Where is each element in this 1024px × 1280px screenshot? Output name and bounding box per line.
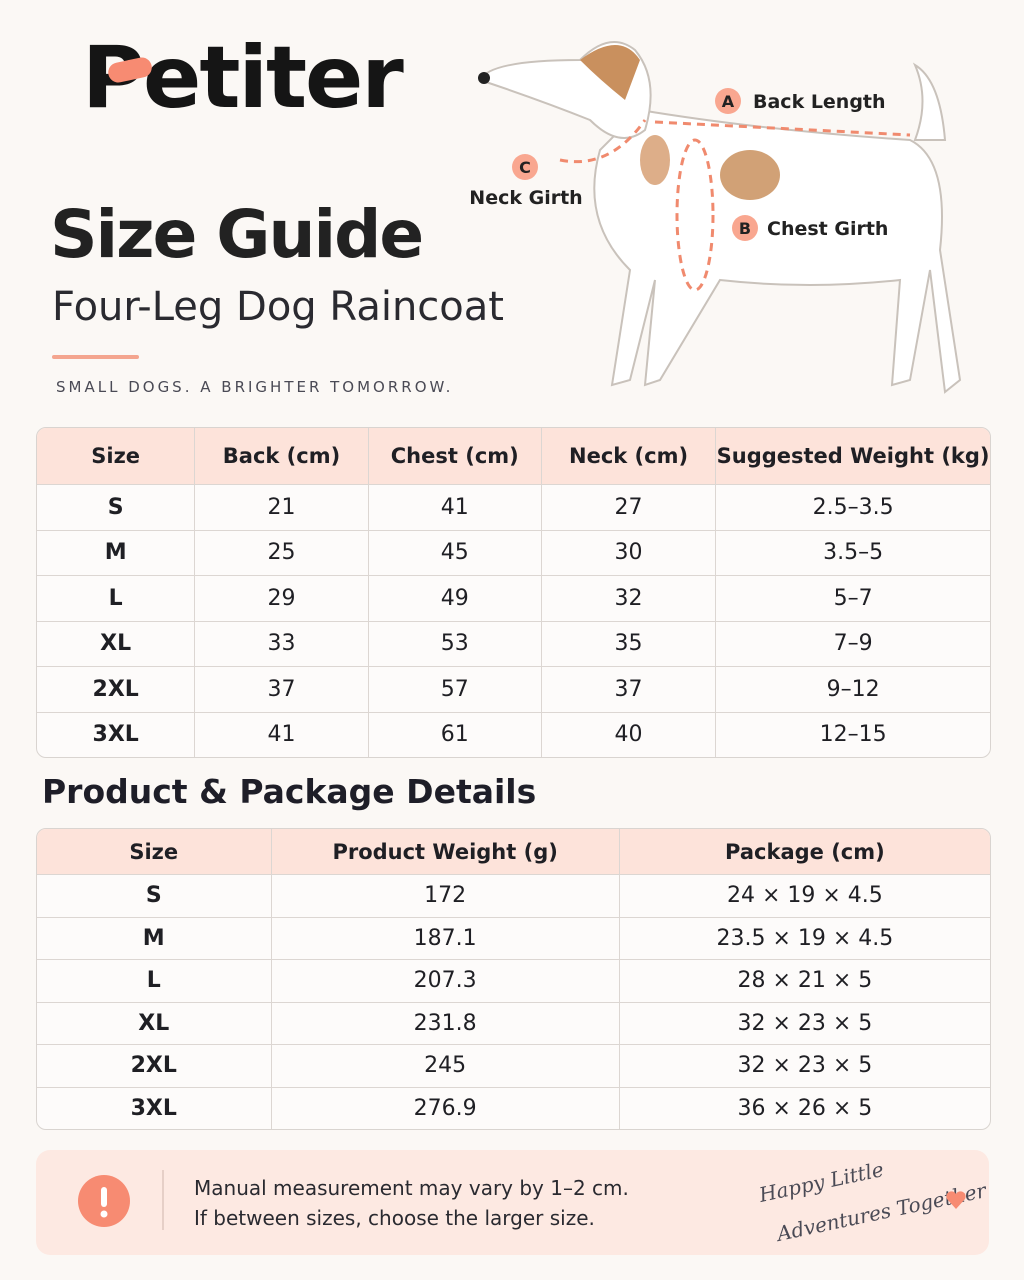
- table-cell: 21: [194, 485, 367, 530]
- table-row: 2XL 37 57 37 9–12: [37, 666, 990, 712]
- header-cell: Package (cm): [618, 829, 990, 874]
- table-cell: 28 × 21 × 5: [618, 960, 990, 1002]
- header-row: Size Product Weight (g) Package (cm): [37, 829, 990, 874]
- label-text: Chest Girth: [767, 218, 888, 240]
- warning-icon: [78, 1175, 130, 1227]
- table-cell: 45: [367, 530, 541, 575]
- table-cell: 32: [540, 576, 715, 621]
- table-cell: 276.9: [270, 1087, 619, 1129]
- table-cell: 3.5–5: [715, 530, 990, 575]
- table-row: 3XL 276.9 36 × 26 × 5: [37, 1086, 990, 1129]
- note-box: [36, 1150, 989, 1255]
- table-cell: 24 × 19 × 4.5: [618, 875, 990, 917]
- table-cell: L: [108, 585, 123, 611]
- measure-labels: A Back Length B Chest Girth C Neck Girth: [469, 88, 888, 241]
- table-row: M 25 45 30 3.5–5: [37, 529, 990, 575]
- table-cell: 30: [540, 530, 715, 575]
- header-cell: Chest (cm): [367, 428, 541, 484]
- note-text: Manual measurement may vary by 1–2 cm. I…: [194, 1173, 629, 1233]
- table-cell: 25: [194, 530, 367, 575]
- table-cell: 32 × 23 × 5: [618, 1045, 990, 1087]
- label-text: Neck Girth: [469, 187, 582, 209]
- table-cell: 27: [540, 485, 715, 530]
- table-cell: 37: [194, 667, 367, 712]
- note-line: If between sizes, choose the larger size…: [194, 1206, 595, 1230]
- table-row: 2XL 245 32 × 23 × 5: [37, 1044, 990, 1087]
- header-cell: Neck (cm): [540, 428, 715, 484]
- tagline: SMALL DOGS. A BRIGHTER TOMORROW.: [56, 378, 454, 396]
- table-cell: 33: [194, 621, 367, 666]
- table-cell: 57: [367, 667, 541, 712]
- label-text: Back Length: [753, 91, 886, 113]
- header-cell: Back (cm): [194, 428, 367, 484]
- table-cell: 231.8: [270, 1002, 619, 1044]
- table-row: L 29 49 32 5–7: [37, 575, 990, 621]
- table-cell: 172: [270, 875, 619, 917]
- table-cell: 2XL: [92, 676, 139, 702]
- dog-diagram: A Back Length B Chest Girth C Neck Girth: [469, 41, 962, 394]
- separator: [162, 1170, 164, 1230]
- table-row: 3XL 41 61 40 12–15: [37, 711, 990, 757]
- table-cell: 29: [194, 576, 367, 621]
- table-row: S 21 41 27 2.5–3.5: [37, 484, 990, 530]
- size-table: Size Back (cm) Chest (cm) Neck (cm) Suggeste…: [36, 427, 991, 758]
- table-cell: 187.1: [270, 917, 619, 959]
- table-row: XL 231.8 32 × 23 × 5: [37, 1001, 990, 1044]
- table-row: XL 33 53 35 7–9: [37, 620, 990, 666]
- table-cell: M: [104, 540, 127, 566]
- table-cell: M: [142, 925, 165, 951]
- logo-accent: [108, 57, 152, 83]
- title: Size Guide: [50, 196, 424, 273]
- header-cell: Size: [129, 839, 179, 864]
- header-cell: Size: [91, 444, 141, 468]
- table-cell: 37: [540, 667, 715, 712]
- table-cell: S: [145, 883, 162, 909]
- label-letter: A: [722, 92, 735, 111]
- table-cell: 49: [367, 576, 541, 621]
- table-cell: 3XL: [130, 1095, 177, 1121]
- header-row: Size Back (cm) Chest (cm) Neck (cm) Suggeste…: [37, 428, 990, 484]
- table-cell: XL: [138, 1010, 170, 1036]
- table-cell: 12–15: [715, 712, 990, 757]
- header-cell: Suggested Weight (kg): [715, 428, 990, 484]
- section-title: Product & Package Details: [42, 772, 537, 811]
- table-cell: XL: [100, 631, 132, 657]
- table-row: S 172 24 × 19 × 4.5: [37, 874, 990, 917]
- header-cell: Product Weight (g): [270, 829, 619, 874]
- table-row: M 187.1 23.5 × 19 × 4.5: [37, 916, 990, 959]
- table-cell: 32 × 23 × 5: [618, 1002, 990, 1044]
- label-letter: C: [519, 158, 531, 177]
- divider: [52, 355, 139, 359]
- note-line: Manual measurement may vary by 1–2 cm.: [194, 1176, 629, 1200]
- table-cell: 3XL: [92, 722, 139, 748]
- table-cell: 36 × 26 × 5: [618, 1087, 990, 1129]
- details-table: Size Product Weight (g) Package (cm) S 172 24…: [36, 828, 991, 1130]
- table-cell: 245: [270, 1045, 619, 1087]
- table-row: L 207.3 28 × 21 × 5: [37, 959, 990, 1002]
- heart-icon: [946, 1191, 966, 1209]
- subtitle: Four-Leg Dog Raincoat: [52, 284, 504, 330]
- table-cell: 7–9: [715, 621, 990, 666]
- table-cell: 40: [540, 712, 715, 757]
- table-cell: 207.3: [270, 960, 619, 1002]
- table-cell: 2XL: [130, 1053, 177, 1079]
- table-cell: 61: [367, 712, 541, 757]
- table-cell: 23.5 × 19 × 4.5: [618, 917, 990, 959]
- table-cell: 35: [540, 621, 715, 666]
- label-letter: B: [739, 219, 751, 238]
- table-cell: 5–7: [715, 576, 990, 621]
- table-cell: 53: [367, 621, 541, 666]
- table-cell: S: [107, 494, 124, 520]
- table-cell: 9–12: [715, 667, 990, 712]
- table-cell: 41: [194, 712, 367, 757]
- table-cell: L: [146, 968, 161, 994]
- table-cell: 41: [367, 485, 541, 530]
- table-cell: 2.5–3.5: [715, 485, 990, 530]
